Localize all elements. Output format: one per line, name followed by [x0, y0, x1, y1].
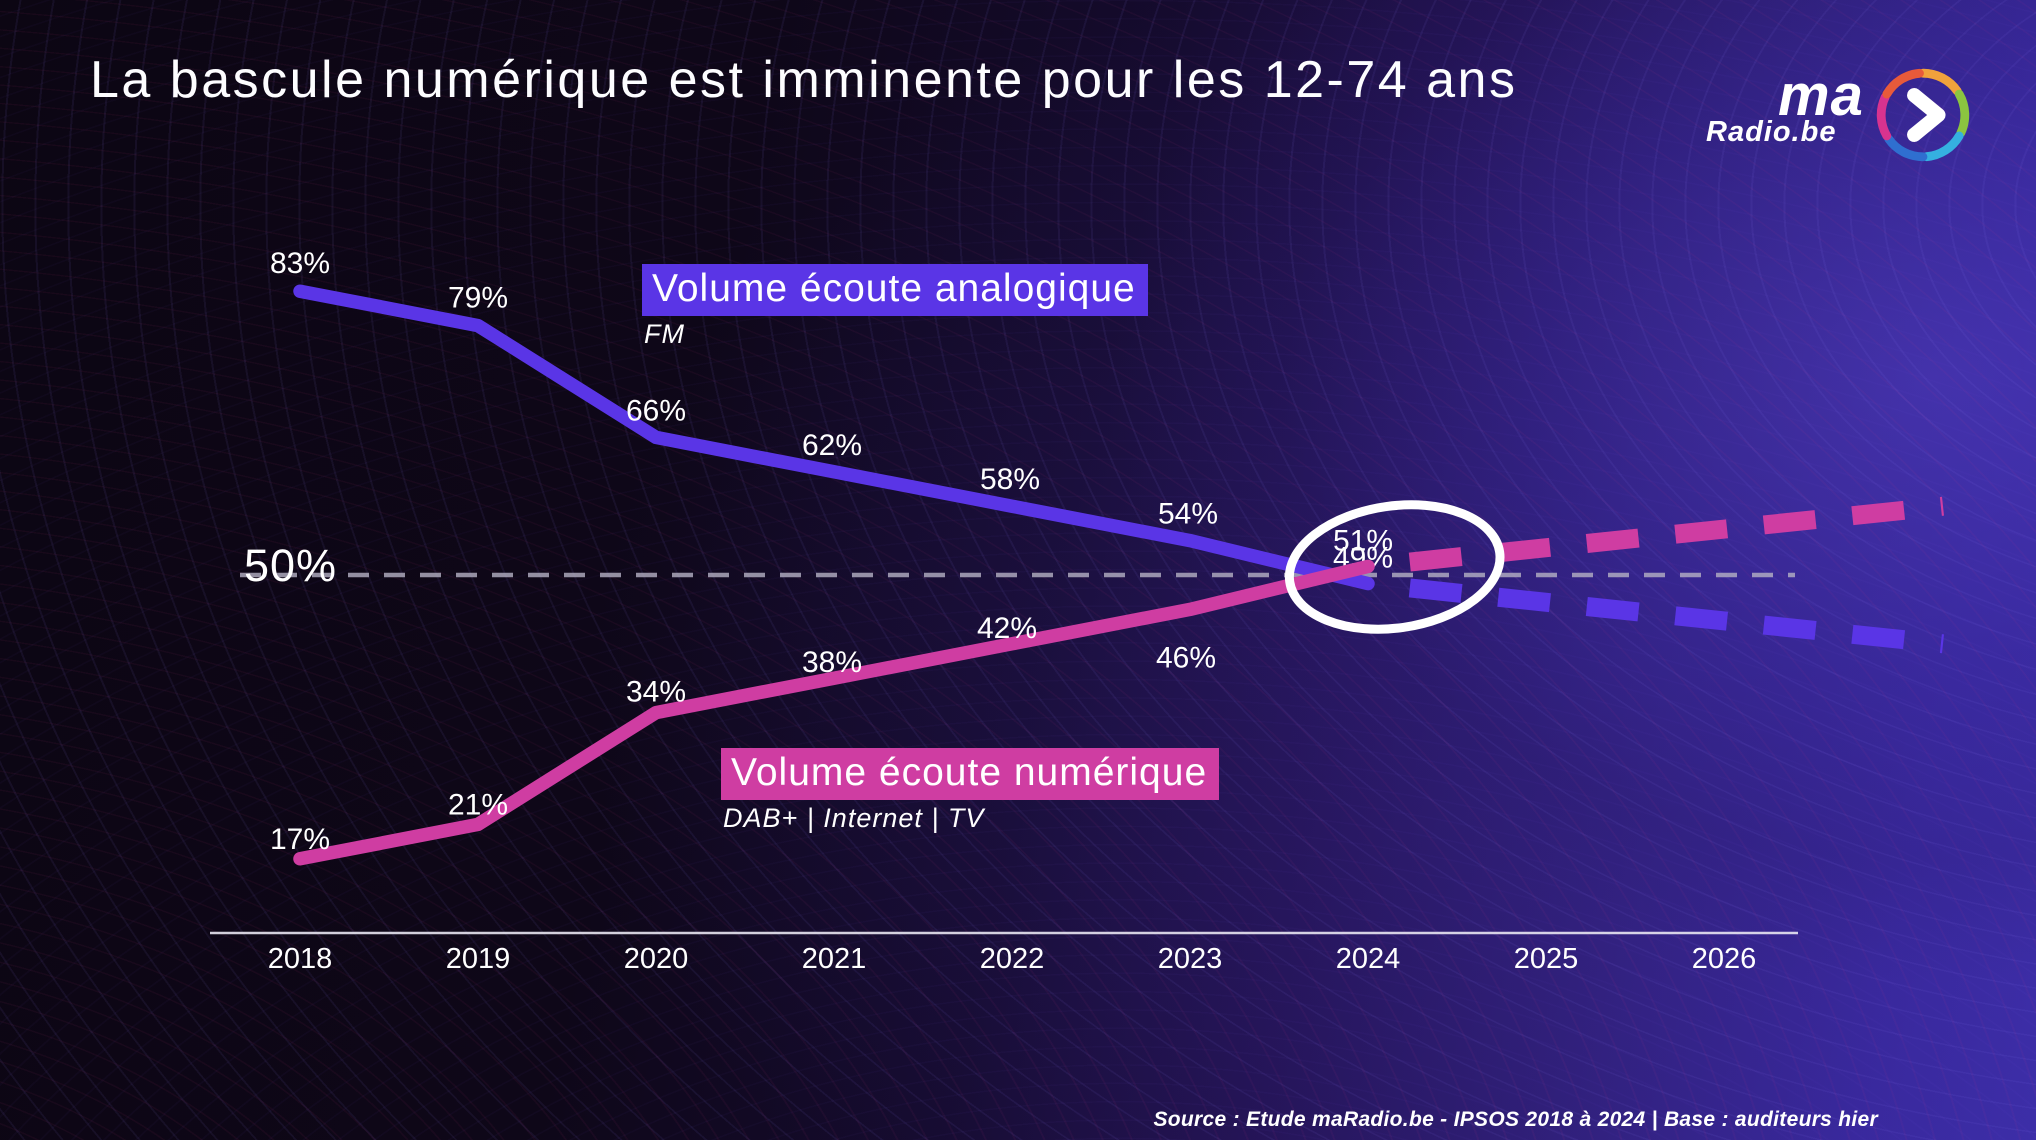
crossover-ellipse	[1284, 500, 1505, 634]
value-label: 17%	[270, 823, 330, 856]
logo-ring-arc	[1918, 68, 1962, 96]
logo-ring-arc	[1882, 68, 1924, 99]
analog-projection-line	[1408, 578, 1944, 654]
value-label: 51%	[1333, 524, 1393, 557]
source-note: Source : Etude maRadio.be - IPSOS 2018 à…	[1153, 1108, 1878, 1131]
analog-line	[293, 284, 1375, 591]
legend-digital-sublabel: DAB+ | Internet | TV	[723, 803, 985, 833]
value-label: 38%	[802, 646, 862, 679]
chevron-right-icon	[1907, 88, 1946, 142]
value-label: 21%	[448, 788, 508, 821]
value-label: 42%	[977, 612, 1037, 645]
year-label: 2025	[1514, 943, 1579, 975]
digital-line	[293, 559, 1375, 866]
logo-ring-arc	[1884, 134, 1928, 162]
year-label: 2024	[1336, 943, 1401, 975]
value-label: 46%	[1156, 641, 1216, 674]
legend-analog: Volume écoute analogique FM	[642, 264, 1148, 350]
logo-ring-arc	[1876, 92, 1892, 141]
logo-ring-arc	[1954, 89, 1970, 138]
year-label: 2021	[802, 943, 867, 975]
maradio-logo: ma Radio.be	[1700, 60, 2000, 170]
year-label: 2026	[1692, 943, 1757, 975]
threshold-50-label: 50%	[244, 540, 338, 591]
legend-analog-label: Volume écoute analogique	[642, 264, 1148, 316]
year-label: 2022	[980, 943, 1045, 975]
value-label: 83%	[270, 247, 330, 280]
legend-analog-sublabel: FM	[644, 319, 685, 349]
value-label: 62%	[802, 429, 862, 462]
value-label: 79%	[448, 282, 508, 315]
year-label: 2018	[268, 943, 333, 975]
legend-digital: Volume écoute numérique DAB+ | Internet …	[721, 748, 1220, 834]
logo-domain-text: Radio.be	[1706, 116, 1837, 148]
year-label: 2023	[1158, 943, 1223, 975]
logo-brand-text: ma	[1778, 63, 1864, 128]
value-label: 58%	[980, 463, 1040, 496]
slide-title: La bascule numérique est imminente pour …	[90, 51, 1518, 109]
logo-ring-arc	[1922, 131, 1964, 162]
value-label: 66%	[626, 394, 686, 427]
legend-digital-label: Volume écoute numérique	[721, 748, 1220, 800]
year-label: 2019	[446, 943, 511, 975]
logo-ring-icon	[1876, 68, 1970, 162]
value-label: 54%	[1158, 498, 1218, 531]
year-label: 2020	[624, 943, 689, 975]
value-label: 34%	[626, 676, 686, 709]
